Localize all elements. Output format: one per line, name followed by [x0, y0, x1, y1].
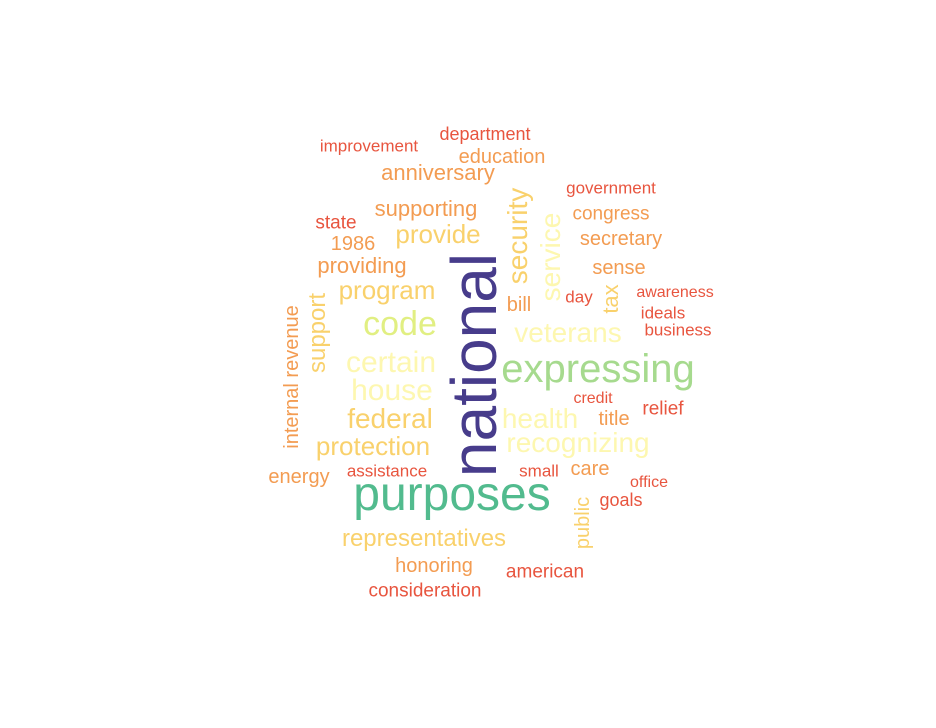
word-state: state [315, 212, 357, 234]
word-goals: goals [599, 490, 643, 510]
word-anniversary: anniversary [381, 160, 495, 185]
word-assistance: assistance [346, 461, 428, 481]
word-improvement: improvement [319, 136, 419, 156]
word-office: office [630, 474, 668, 491]
word-day: day [565, 287, 593, 307]
word-energy: energy [268, 466, 330, 488]
word-certain: certain [345, 346, 437, 379]
word-bill: bill [506, 294, 532, 316]
word-health: health [501, 403, 579, 434]
word-security: security [502, 187, 533, 285]
word-education: education [458, 146, 546, 168]
word-recognizing: recognizing [506, 427, 650, 458]
word-providing: providing [317, 253, 407, 278]
word-ideals: ideals [640, 303, 686, 323]
word-tax: tax [598, 284, 623, 314]
word-veterans: veterans [514, 317, 622, 348]
word-code: code [363, 305, 437, 343]
word-small: small [519, 461, 559, 481]
word-supporting: supporting [374, 196, 478, 221]
word-1986: 1986 [330, 233, 376, 255]
word-public: public [572, 496, 594, 550]
word-honoring: honoring [395, 555, 473, 577]
word-american: american [505, 561, 585, 583]
word-federal: federal [347, 403, 433, 434]
word-representatives: representatives [341, 525, 507, 552]
word-program: program [338, 275, 436, 305]
word-provide: provide [395, 219, 481, 249]
word-government: government [566, 178, 656, 198]
word-title: title [598, 408, 630, 430]
word-purposes: purposes [353, 468, 551, 521]
word-service: service [535, 212, 566, 302]
word-department: department [439, 124, 531, 144]
word-national: national [438, 252, 510, 478]
word-support: support [304, 292, 331, 374]
word-awareness: awareness [636, 284, 714, 301]
word-business: business [644, 320, 712, 340]
word-expressing: expressing [501, 347, 695, 391]
word-credit: credit [573, 390, 613, 407]
word-secretary: secretary [579, 228, 663, 250]
word-house: house [351, 374, 433, 407]
word-consideration: consideration [368, 580, 482, 602]
word-care: care [570, 458, 610, 480]
word-congress: congress [572, 203, 650, 225]
word-relief: relief [642, 398, 684, 420]
word-sense: sense [592, 257, 646, 279]
word-protection: protection [315, 431, 431, 461]
word-internal-revenue: internal revenue [281, 305, 303, 449]
